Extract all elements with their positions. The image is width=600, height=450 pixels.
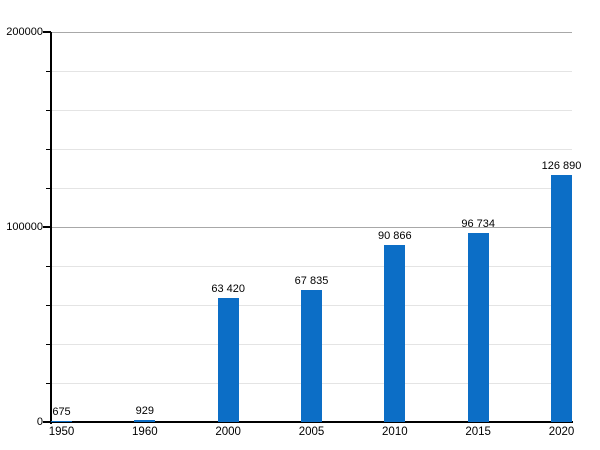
bar-value-label: 96 734 [461, 218, 495, 231]
minor-gridline [51, 148, 572, 150]
x-axis-tick-label: 2000 [215, 426, 241, 438]
bar [467, 233, 489, 422]
minor-gridline [51, 187, 572, 189]
x-axis-tick-label: 2010 [382, 426, 408, 438]
y-axis-tick-label: 200000 [6, 25, 43, 38]
bar-value-label: 63 420 [211, 283, 245, 296]
y-axis-tick-label: 100000 [6, 220, 43, 233]
minor-gridline [51, 265, 572, 267]
y-axis-minor-tick [46, 187, 51, 189]
x-axis-tick-label: 1960 [132, 426, 158, 438]
bar-value-label: 126 890 [541, 159, 582, 172]
x-axis-tick-label: 2015 [465, 426, 491, 438]
y-axis-minor-tick [46, 304, 51, 306]
y-axis-line [50, 32, 52, 424]
bar [384, 244, 406, 422]
y-axis-major-tick [43, 31, 51, 33]
bar-value-label: 67 835 [294, 274, 329, 287]
bar [301, 289, 322, 422]
y-axis-minor-tick [46, 343, 51, 345]
y-axis-minor-tick [46, 382, 51, 384]
y-axis-minor-tick [46, 109, 51, 111]
y-axis-tick-label: 0 [36, 415, 43, 428]
y-axis-minor-tick [46, 148, 51, 150]
minor-gridline [51, 70, 572, 72]
bar [51, 420, 72, 422]
major-gridline [51, 31, 572, 33]
bar-value-label: 675 [52, 405, 71, 418]
minor-gridline [51, 109, 572, 111]
x-axis-tick-label: 1950 [48, 426, 75, 438]
bar [217, 298, 239, 422]
major-gridline [51, 226, 572, 228]
bar [134, 420, 156, 422]
bar-value-label: 929 [135, 405, 155, 418]
y-axis-major-tick [43, 226, 51, 228]
x-axis-tick-label: 2020 [548, 426, 575, 438]
y-axis-minor-tick [46, 70, 51, 72]
bar-value-label: 90 866 [378, 229, 412, 242]
x-axis-line [43, 421, 573, 423]
bar [551, 174, 572, 422]
x-axis-tick-label: 2005 [298, 426, 325, 438]
y-axis-minor-tick [46, 265, 51, 267]
